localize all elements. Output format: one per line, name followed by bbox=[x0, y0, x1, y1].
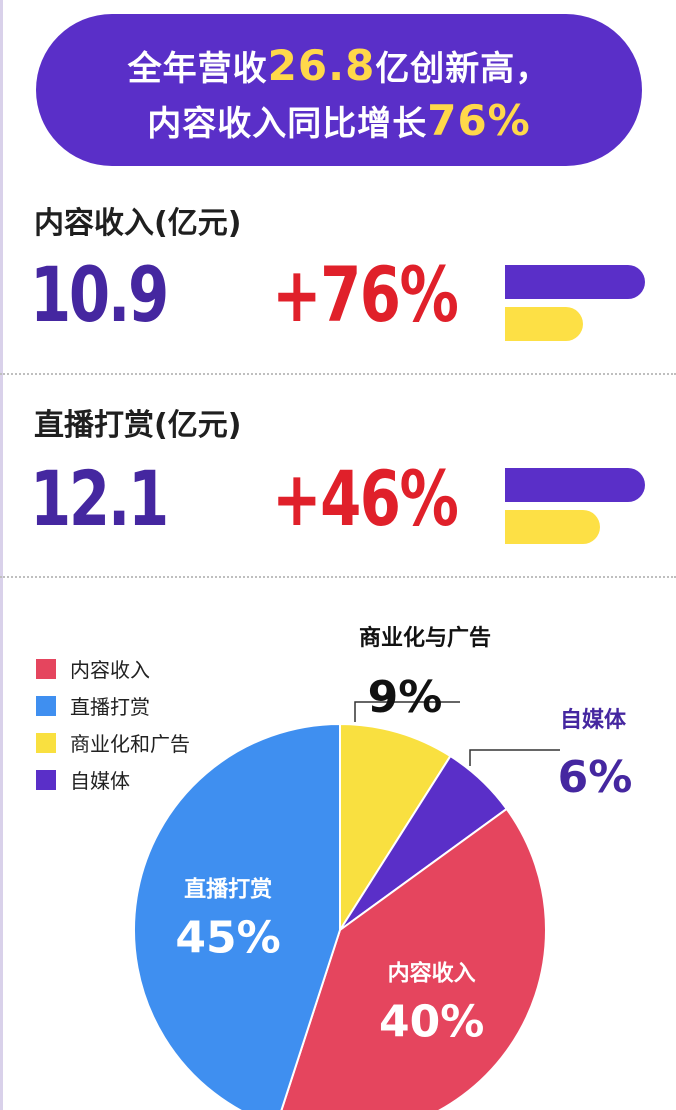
bar-icon-purple bbox=[505, 265, 645, 299]
headline-line-2: 内容收入同比增长76% bbox=[36, 95, 642, 150]
leader-line bbox=[354, 701, 460, 722]
slice-label: 内容收入 bbox=[388, 961, 476, 987]
legend-swatch bbox=[36, 695, 56, 716]
pie-legend: 内容收入 直播打赏 商业化和广告 自媒体 bbox=[36, 650, 190, 798]
legend-swatch bbox=[36, 732, 56, 753]
slice-label: 自媒体 bbox=[560, 707, 627, 733]
live-tips-title: 直播打赏(亿元) bbox=[34, 408, 242, 443]
leader-line bbox=[469, 749, 560, 766]
legend-item: 直播打赏 bbox=[36, 687, 190, 724]
slice-label: 直播打赏 bbox=[184, 876, 272, 902]
legend-label: 自媒体 bbox=[70, 769, 130, 793]
headline-growth-value: 76% bbox=[427, 96, 531, 145]
slice-percent: 45% bbox=[175, 912, 280, 963]
legend-label: 直播打赏 bbox=[70, 695, 150, 719]
slice-percent: 40% bbox=[379, 997, 484, 1048]
bar-icon-purple bbox=[505, 468, 645, 502]
headline-text: 全年营收 bbox=[127, 49, 268, 89]
content-revenue-growth: +76% bbox=[272, 250, 459, 339]
pie-slice bbox=[133, 722, 341, 1110]
headline-line-1: 全年营收26.8亿创新高， bbox=[36, 40, 642, 95]
headline-revenue-value: 26.8 bbox=[267, 41, 376, 90]
legend-item: 内容收入 bbox=[36, 650, 190, 687]
legend-item: 自媒体 bbox=[36, 761, 190, 798]
live-tips-value: 12.1 bbox=[30, 454, 169, 543]
legend-label: 内容收入 bbox=[70, 658, 150, 682]
headline-banner: 全年营收26.8亿创新高， 内容收入同比增长76% bbox=[36, 14, 642, 166]
pie-slice bbox=[339, 722, 452, 934]
section-divider bbox=[0, 373, 676, 375]
legend-swatch bbox=[36, 658, 56, 679]
section-divider bbox=[0, 576, 676, 578]
content-revenue-value: 10.9 bbox=[30, 250, 169, 339]
content-revenue-title: 内容收入(亿元) bbox=[34, 206, 242, 241]
legend-item: 商业化和广告 bbox=[36, 724, 190, 761]
live-tips-growth: +46% bbox=[272, 454, 459, 543]
legend-label: 商业化和广告 bbox=[70, 732, 190, 756]
bar-icon-yellow bbox=[505, 510, 600, 544]
legend-swatch bbox=[36, 769, 56, 790]
headline-text: 内容收入同比增长 bbox=[147, 104, 428, 144]
slice-percent: 6% bbox=[558, 752, 633, 803]
pie-slice bbox=[280, 807, 548, 1110]
headline-text: 亿创新高， bbox=[375, 49, 551, 89]
slice-percent: 9% bbox=[368, 672, 443, 723]
slice-label: 商业化与广告 bbox=[359, 625, 491, 651]
bar-icon-yellow bbox=[505, 307, 583, 341]
left-edge-line bbox=[0, 0, 3, 1110]
